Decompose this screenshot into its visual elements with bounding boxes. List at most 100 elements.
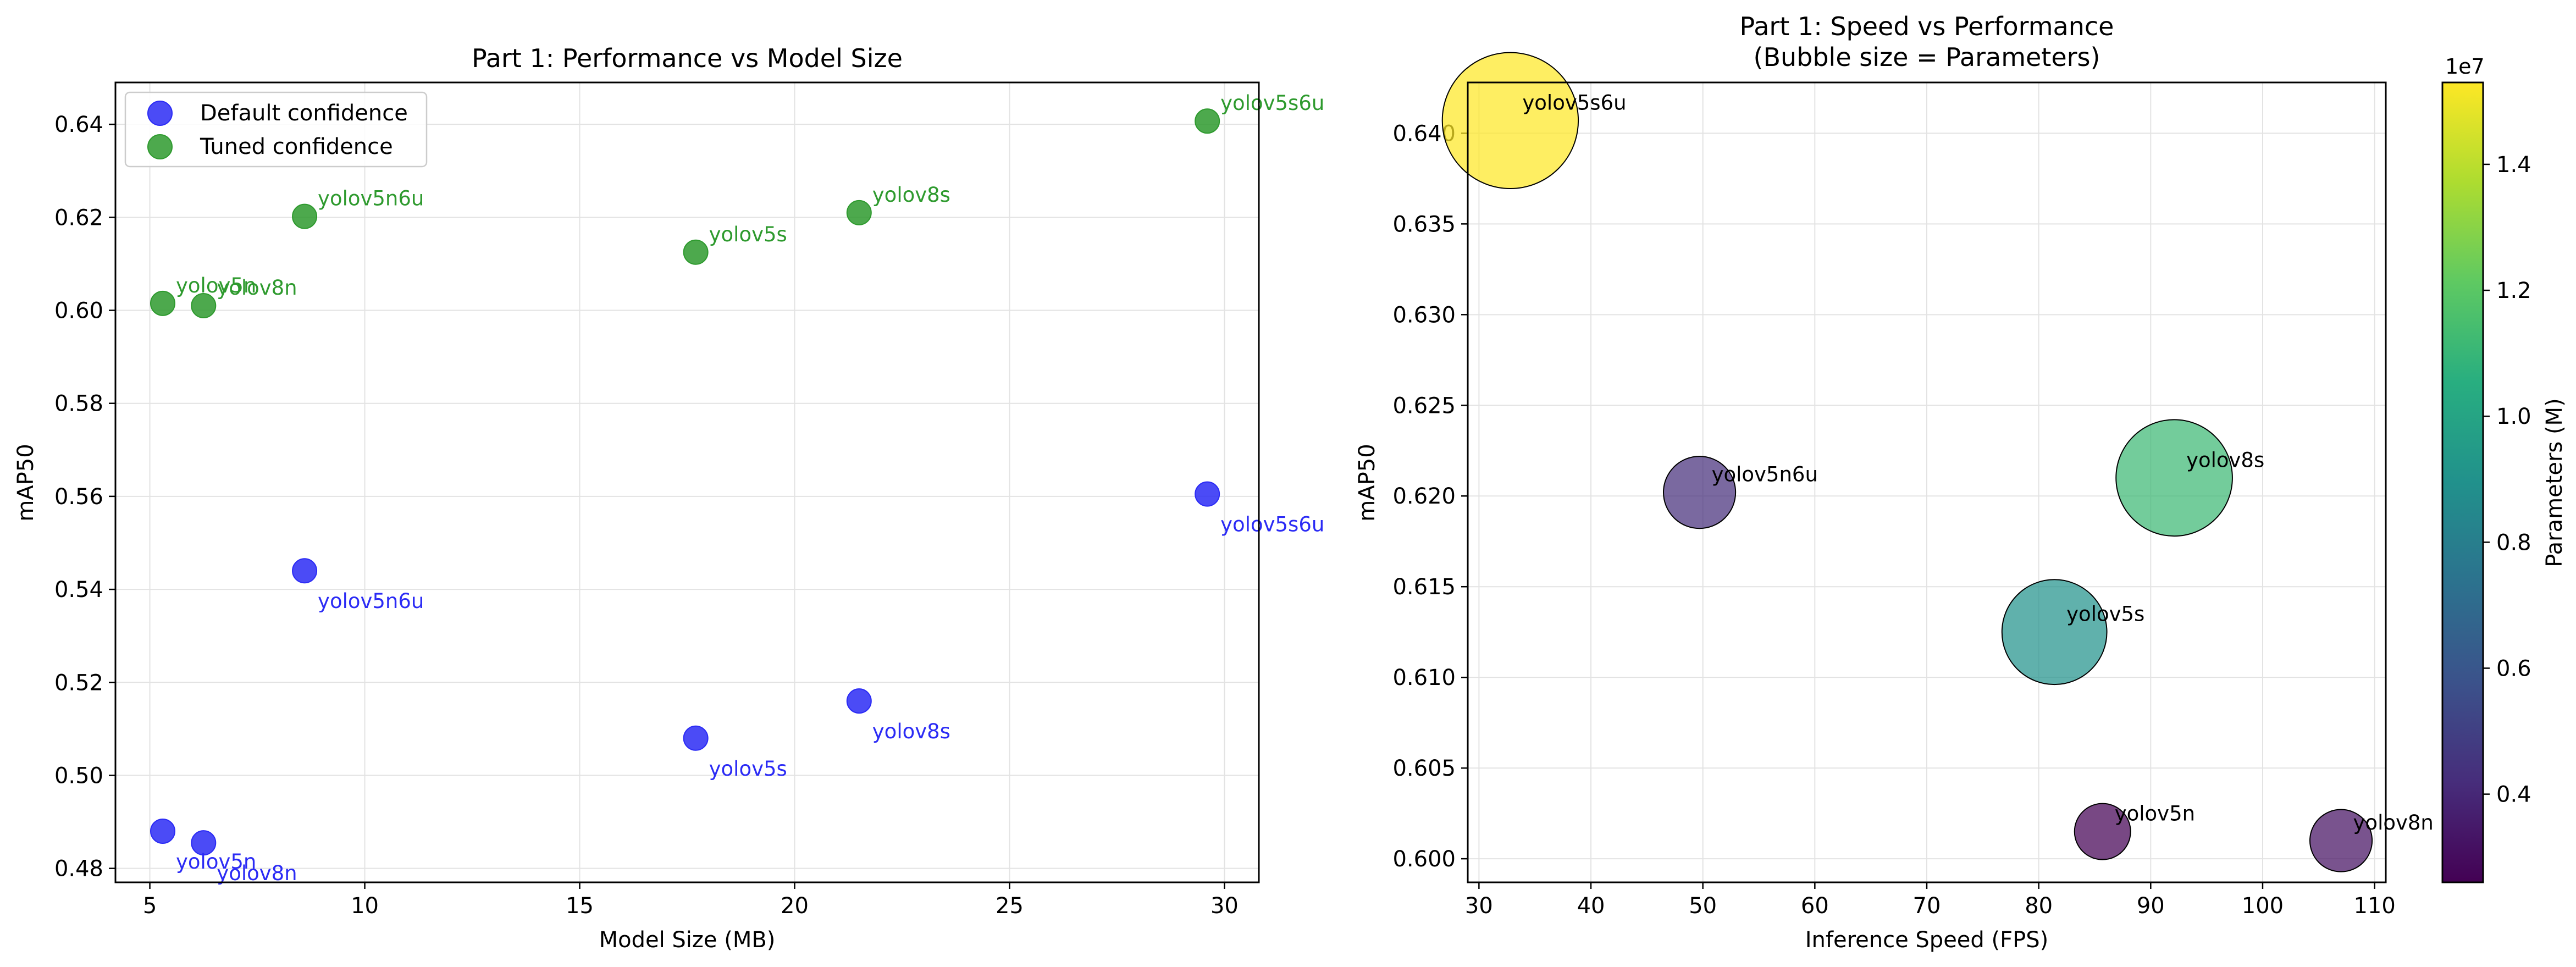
chart-left: Part 1: Performance vs Model Size 5 10 15 2… xyxy=(13,43,1324,953)
colorbar-tick-label: 1.2 xyxy=(2496,278,2531,303)
point-default-yolov8s xyxy=(846,688,872,714)
chart-right-ylabel: mAP50 xyxy=(1355,444,1380,521)
colorbar-tick-label: 0.4 xyxy=(2496,782,2531,808)
chart-right-xlabel: Inference Speed (FPS) xyxy=(1805,927,2049,953)
right-ytick-label: 0.620 xyxy=(1392,484,1456,509)
bubble-label-yolov5s: yolov5s xyxy=(2066,603,2144,626)
point-label-tuned-yolov5n6u: yolov5n6u xyxy=(318,187,424,211)
bubble-label-yolov8n: yolov8n xyxy=(2353,811,2434,835)
legend-marker-default xyxy=(147,101,173,126)
bubble-label-yolov5s6u: yolov5s6u xyxy=(1522,91,1626,114)
point-default-yolov5s6u xyxy=(1195,481,1220,507)
chart-right-ticks: 30 40 50 60 70 80 90 100 110 0.600 0.605 0.610 0.615… xyxy=(1392,121,2395,919)
right-ytick-label: 0.600 xyxy=(1392,847,1456,872)
legend-marker-tuned xyxy=(147,134,173,159)
point-tuned-yolov5n xyxy=(150,290,176,316)
colorbar-tick-label: 1.4 xyxy=(2496,152,2531,178)
left-ytick-label: 0.62 xyxy=(54,205,103,230)
left-ytick-label: 0.52 xyxy=(54,670,103,695)
chart-right: Part 1: Speed vs Performance (Bubble siz… xyxy=(1355,12,2434,953)
chart-right-subtitle: (Bubble size = Parameters) xyxy=(1754,42,2100,72)
left-xtick-label: 25 xyxy=(996,893,1024,919)
chart-left-frame xyxy=(114,81,1260,883)
left-xtick-label: 30 xyxy=(1210,893,1239,919)
right-xtick-label: 50 xyxy=(1689,893,1717,919)
right-xtick-label: 40 xyxy=(1577,893,1605,919)
bubble-yolov5s6u xyxy=(1441,52,1579,189)
chart-right-title: Part 1: Speed vs Performance xyxy=(1740,12,2114,41)
point-tuned-yolov5s xyxy=(683,239,709,265)
point-label-default-yolov8n: yolov8n xyxy=(217,861,297,885)
chart-left-xlabel: Model Size (MB) xyxy=(599,927,776,953)
colorbar-gradient xyxy=(2441,81,2484,883)
right-xtick-label: 90 xyxy=(2137,893,2165,919)
point-label-default-yolov5s6u: yolov5s6u xyxy=(1220,513,1324,537)
point-label-default-yolov5n: yolov5n xyxy=(176,850,256,874)
right-ytick-label: 0.625 xyxy=(1392,393,1456,418)
point-tuned-yolov5s6u xyxy=(1195,108,1220,134)
point-label-tuned-yolov8s: yolov8s xyxy=(872,183,950,207)
left-ytick-label: 0.50 xyxy=(54,763,103,788)
point-tuned-yolov8n xyxy=(191,293,217,319)
point-label-tuned-yolov5s: yolov5s xyxy=(709,223,787,246)
right-xtick-label: 80 xyxy=(2025,893,2053,919)
right-xtick-label: 70 xyxy=(1913,893,1941,919)
left-ytick-label: 0.54 xyxy=(54,577,103,603)
right-xtick-label: 30 xyxy=(1465,893,1493,919)
right-xtick-label: 100 xyxy=(2242,893,2284,919)
colorbar-multiplier: 1e7 xyxy=(2445,54,2485,79)
colorbar: 1e7 0.4 0.6 0.8 1.0 1.2 1.4 Parameters (M) xyxy=(2441,54,2567,883)
point-label-default-yolov8s: yolov8s xyxy=(872,720,950,743)
left-ytick-label: 0.48 xyxy=(54,857,103,882)
point-label-default-yolov5s: yolov5s xyxy=(709,757,787,781)
right-xtick-label: 60 xyxy=(1801,893,1829,919)
chart-left-title: Part 1: Performance vs Model Size xyxy=(472,43,903,73)
point-tuned-yolov5n6u xyxy=(292,203,318,229)
right-ytick-label: 0.610 xyxy=(1392,665,1456,690)
point-default-yolov5n6u xyxy=(292,558,318,584)
bubble-yolov5n xyxy=(2074,803,2131,860)
chart-right-grid xyxy=(1468,82,2386,882)
right-ytick-label: 0.615 xyxy=(1392,574,1456,600)
chart-left-ticks: 5 10 15 20 25 30 0.48 0.50 0.52 0.54 0.56 0.58 0.60 0… xyxy=(54,112,1239,919)
point-label-tuned-yolov5s6u: yolov5s6u xyxy=(1220,91,1324,115)
right-ytick-label: 0.605 xyxy=(1392,756,1456,781)
left-ytick-label: 0.64 xyxy=(54,112,103,137)
bubble-label-yolov5n6u: yolov5n6u xyxy=(1712,463,1818,487)
chart-left-grid xyxy=(115,82,1259,882)
point-default-yolov8n xyxy=(191,830,217,856)
bubble-yolov8s xyxy=(2115,419,2233,537)
bubble-yolov8n xyxy=(2309,809,2373,872)
bubble-label-yolov5n: yolov5n xyxy=(2115,802,2195,826)
chart-left-legend: Default confidence Tuned confidence xyxy=(124,91,428,168)
left-ytick-label: 0.56 xyxy=(54,484,103,510)
left-ytick-label: 0.60 xyxy=(54,299,103,324)
colorbar-tick-label: 0.8 xyxy=(2496,530,2531,555)
chart-left-points: yolov5nyolov8nyolov5n6uyolov5syolov8syol… xyxy=(150,91,1324,885)
right-ytick-label: 0.630 xyxy=(1392,302,1456,328)
left-xtick-label: 5 xyxy=(143,893,157,919)
left-xtick-label: 20 xyxy=(781,893,809,919)
chart-right-frame xyxy=(1467,81,2387,883)
point-label-tuned-yolov5n: yolov5n xyxy=(176,274,256,297)
chart-right-points: yolov5s6u yolov5n6u yolov8s yolov5s yolov5n y… xyxy=(1441,52,2434,872)
right-ytick-label: 0.635 xyxy=(1392,212,1456,237)
point-default-yolov5s xyxy=(683,725,709,751)
left-xtick-label: 15 xyxy=(566,893,594,919)
colorbar-tick-label: 0.6 xyxy=(2496,656,2531,681)
bubble-yolov5s xyxy=(2001,579,2108,686)
chart-left-ylabel: mAP50 xyxy=(13,444,38,521)
point-default-yolov5n xyxy=(150,818,176,844)
bubble-label-yolov8s: yolov8s xyxy=(2186,448,2264,472)
bubble-yolov5n6u xyxy=(1662,456,1737,529)
point-tuned-yolov8s xyxy=(846,200,872,225)
point-label-tuned-yolov8n: yolov8n xyxy=(217,276,297,300)
colorbar-tick-label: 1.0 xyxy=(2496,404,2531,429)
colorbar-ticks: 0.4 0.6 0.8 1.0 1.2 1.4 xyxy=(2483,152,2531,808)
left-xtick-label: 10 xyxy=(351,893,379,919)
left-ytick-label: 0.58 xyxy=(54,391,103,417)
legend-box xyxy=(124,91,428,168)
right-xtick-label: 110 xyxy=(2353,893,2395,919)
legend-label-default: Default confidence xyxy=(200,101,408,126)
